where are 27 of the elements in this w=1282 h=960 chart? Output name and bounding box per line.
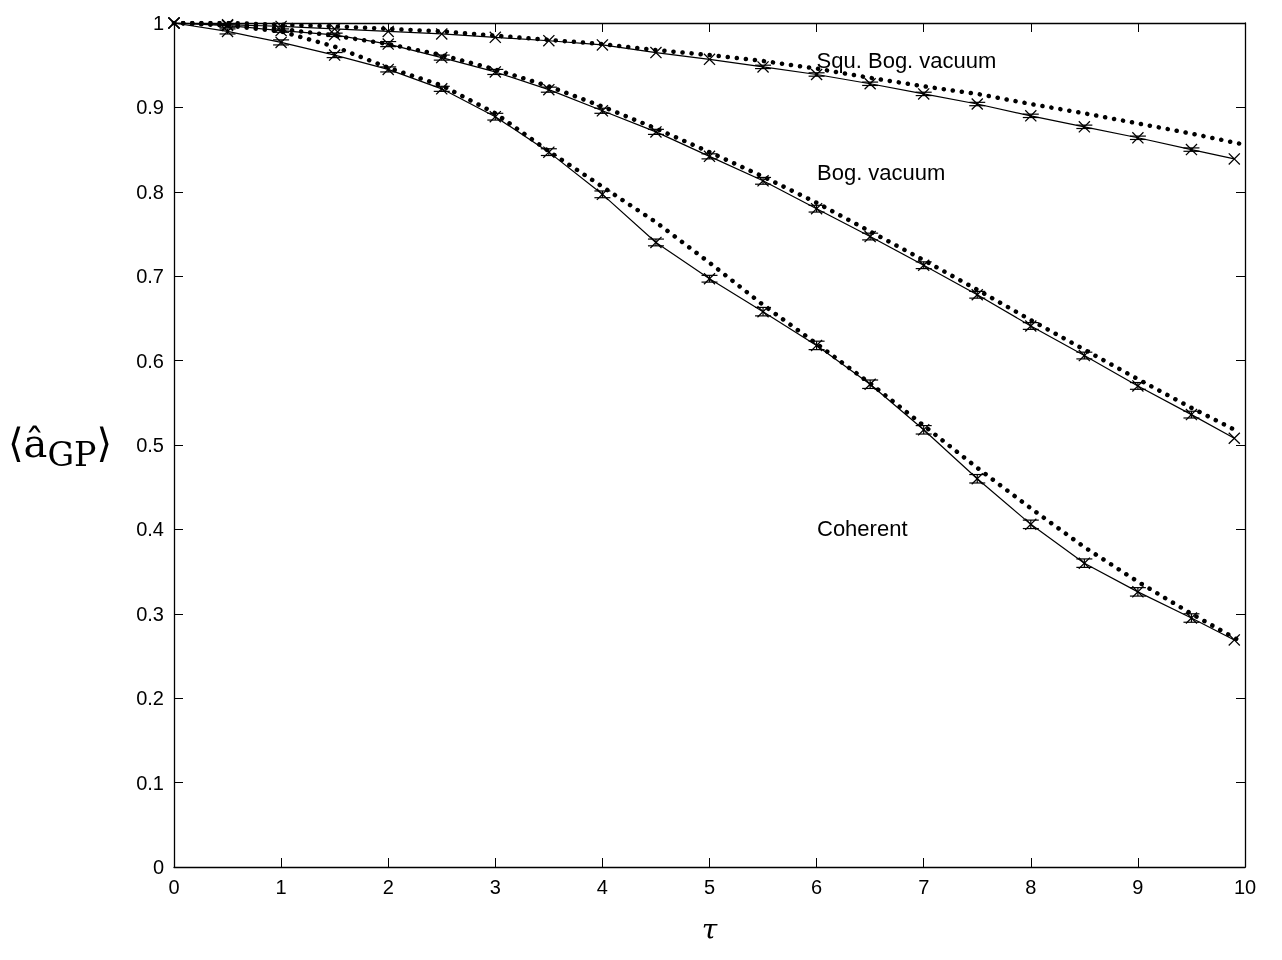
x-tick-label: 6 — [811, 876, 823, 898]
y-tick-label: 0.5 — [136, 434, 164, 456]
x-tick-label: 1 — [275, 876, 287, 898]
y-tick-label: 0.3 — [136, 602, 164, 625]
x-tick-label: 0 — [168, 876, 180, 898]
x-tick-label: 8 — [1025, 876, 1037, 898]
x-tick-label: 2 — [382, 876, 394, 898]
y-axis-title: ⟨â$_{GP}$⟩ — [8, 419, 113, 476]
y-tick-label: 0.8 — [136, 180, 164, 203]
annotation: Bog. vacuum — [817, 159, 946, 185]
annotation: Squ. Bog. vacuum — [816, 48, 997, 74]
x-axis-title: τ — [701, 912, 718, 946]
y-tick-label: 0.4 — [136, 518, 164, 541]
y-tick-label: 0.2 — [136, 687, 164, 710]
x-tick-label: 3 — [489, 876, 501, 898]
y-tick-label: 0.1 — [136, 771, 164, 794]
y-tick-label: 0.9 — [136, 96, 164, 119]
x-tick-label: 4 — [596, 876, 608, 898]
x-tick-label: 7 — [918, 876, 930, 898]
x-tick-label: 9 — [1132, 876, 1144, 898]
y-tick-label: 0.7 — [136, 265, 164, 288]
y-tick-label: 0 — [152, 856, 164, 878]
x-tick-label: 5 — [703, 876, 716, 898]
x-tick-label: 10 — [1233, 876, 1257, 898]
y-tick-label: 0.6 — [136, 349, 164, 372]
annotation: Coherent — [817, 515, 908, 541]
y-tick-label: 1 — [152, 12, 164, 34]
